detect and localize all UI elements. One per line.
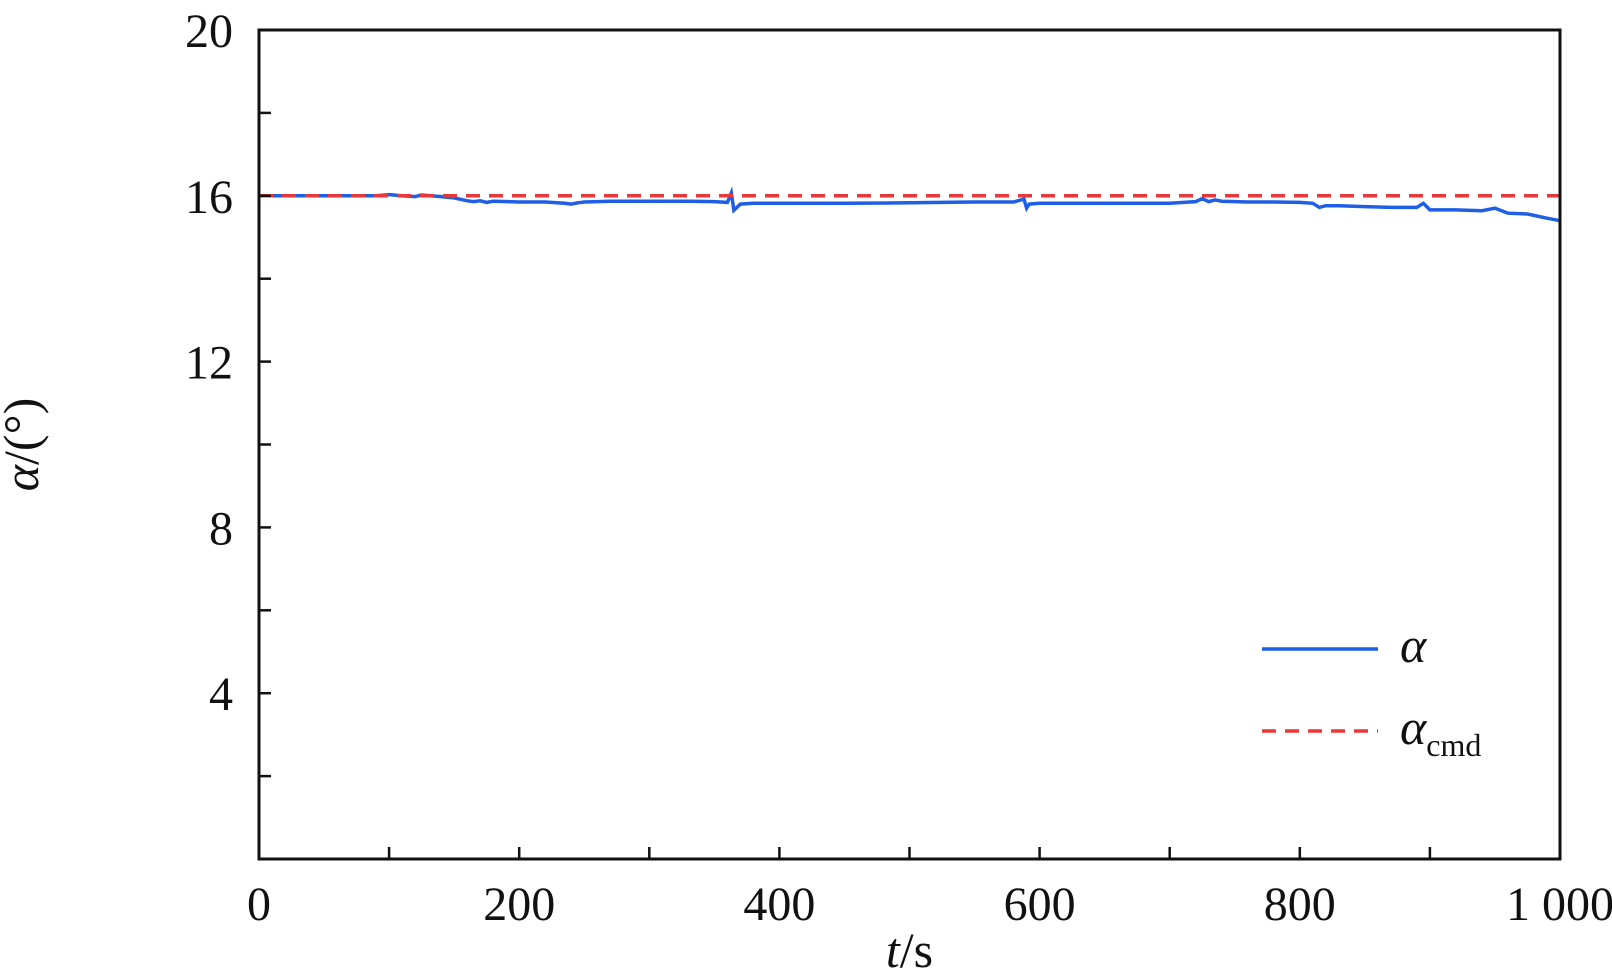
legend: α αcmd	[1262, 617, 1481, 763]
y-tick-label: 20	[185, 5, 233, 58]
series-line-alpha	[259, 186, 1561, 223]
x-axis-label-symbol: t	[886, 922, 901, 977]
y-tick-label: 16	[185, 171, 233, 224]
x-tick-label: 1 000	[1506, 878, 1612, 931]
y-axis-label-unit: /(°)	[0, 398, 49, 465]
x-axis-label: t/s	[886, 922, 933, 977]
x-tick-label: 600	[1004, 878, 1076, 931]
ticks-layer: 0 200 400 600 800 1 000 4 8 12 16 20	[185, 5, 1612, 931]
legend-label-alpha-cmd-text: α	[1400, 699, 1428, 755]
y-axis-label: α/(°)	[0, 398, 49, 491]
y-axis-label-symbol: α	[0, 463, 49, 491]
x-axis-label-unit: /s	[900, 922, 933, 977]
plot-frame	[257, 28, 1562, 861]
x-tick-label: 400	[743, 878, 815, 931]
x-tick-label: 200	[483, 878, 555, 931]
y-tick-label: 12	[185, 337, 233, 390]
y-tick-label: 8	[209, 502, 233, 555]
y-tick-label: 4	[209, 668, 233, 721]
legend-label-alpha-text: α	[1400, 617, 1428, 673]
legend-label-alpha-cmd: αcmd	[1400, 699, 1481, 763]
legend-label-alpha: α	[1400, 617, 1428, 673]
x-tick-label: 800	[1264, 878, 1336, 931]
plot-area: 0 200 400 600 800 1 000 4 8 12 16 20	[185, 5, 1612, 931]
legend-label-alpha-cmd-subscript: cmd	[1426, 727, 1481, 763]
x-tick-label: 0	[247, 878, 271, 931]
series-layer	[259, 186, 1561, 223]
